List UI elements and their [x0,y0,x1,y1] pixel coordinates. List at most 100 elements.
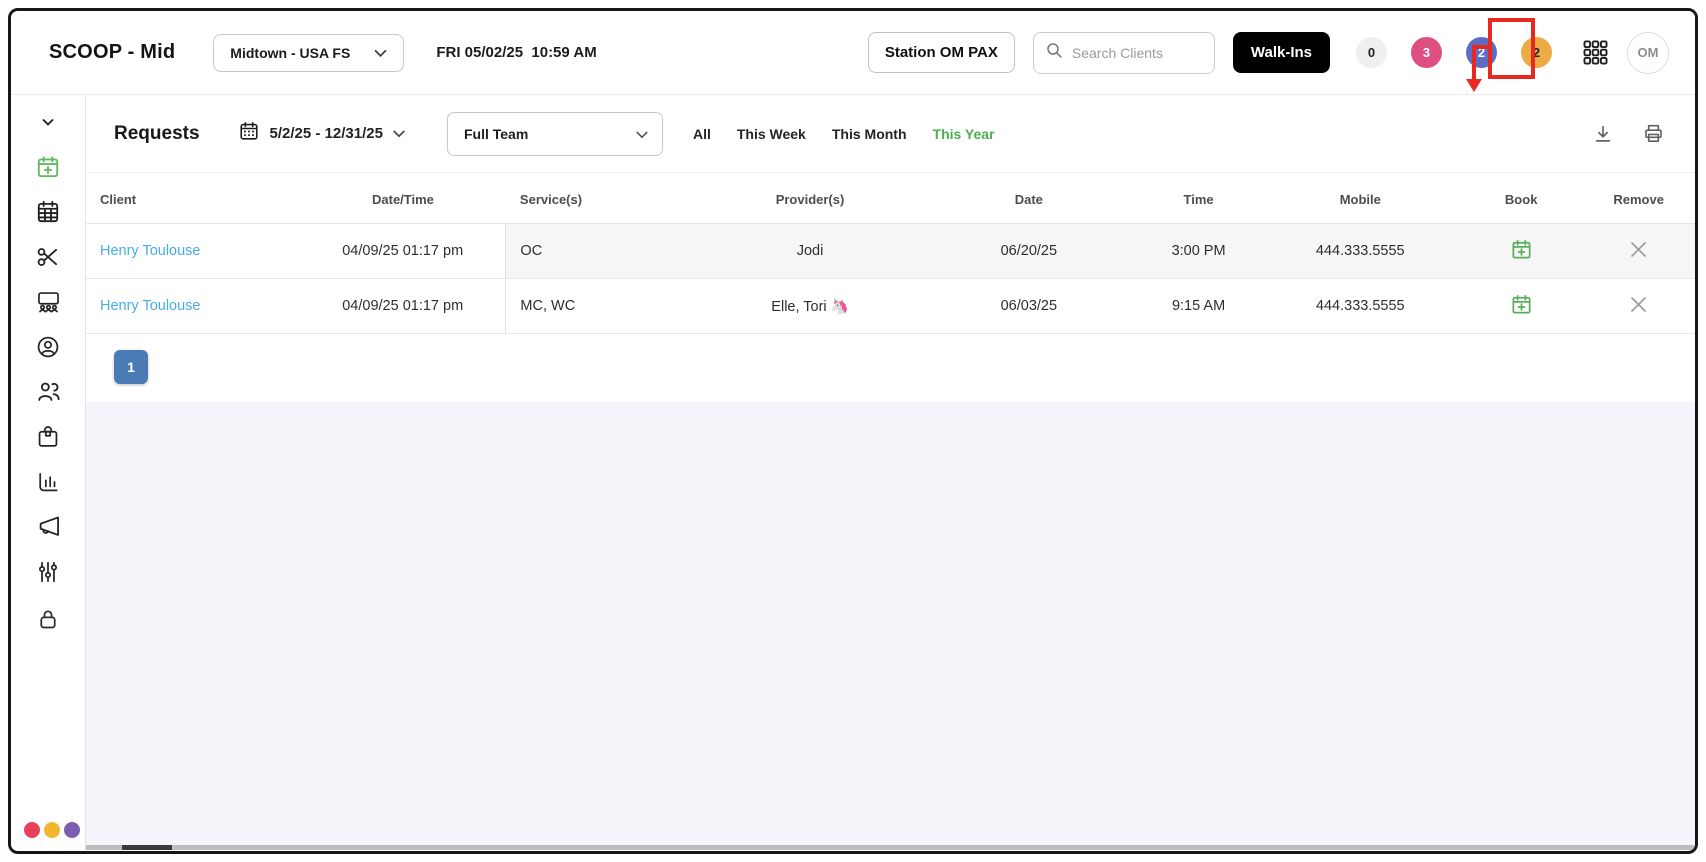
chevron-down-icon [374,45,387,61]
chevron-down-icon [36,110,60,134]
apps-grid-icon[interactable] [1582,39,1609,66]
table-row: Henry Toulouse 04/09/25 01:17 pm OC Jodi… [86,223,1695,279]
search-clients-input[interactable] [1071,44,1202,61]
sidebar-item-reports[interactable] [25,459,71,504]
column-time: Time [1183,192,1214,207]
top-bar: SCOOP - Mid Midtown - USA FS FRI 05/02/2… [11,11,1695,95]
request-services: OC [505,223,699,279]
request-time: 9:15 AM [1136,278,1261,334]
column-providers: Provider(s) [775,192,845,207]
request-providers: Elle, Tori 🦄 [699,278,922,334]
request-date: 06/20/25 [921,223,1137,279]
request-mobile: 444.333.5555 [1260,278,1461,334]
filter-this-month[interactable]: This Month [831,125,907,142]
sidebar-item-settings[interactable] [25,549,71,594]
badge-gray[interactable]: 0 [1356,37,1387,68]
table-header-row: Client Date/Time Service(s) Provider(s) … [86,173,1695,224]
app-window: SCOOP - Mid Midtown - USA FS FRI 05/02/2… [8,8,1698,854]
request-services: MC, WC [505,278,699,334]
sidebar-item-appointments-add[interactable] [25,144,71,189]
status-dots [24,822,80,838]
sidebar-nav [11,95,86,850]
column-client: Client [100,192,137,207]
sidebar-item-calendar[interactable] [25,189,71,234]
sliders-icon [35,559,61,585]
table-row: Henry Toulouse 04/09/25 01:17 pm MC, WC … [86,278,1695,334]
status-dot-yellow [44,822,60,838]
scrollbar-thumb[interactable] [122,845,172,850]
remove-request-button[interactable] [1629,240,1648,262]
pagination: 1 [86,334,1695,402]
sidebar-item-lock[interactable] [25,596,71,641]
remove-request-button[interactable] [1629,295,1648,317]
request-time: 3:00 PM [1136,223,1261,279]
filter-this-week[interactable]: This Week [736,125,806,142]
account-circle-icon [35,334,61,360]
client-search[interactable] [1032,31,1215,74]
badge-orange[interactable]: 2 [1521,37,1552,68]
team-filter-select[interactable]: Full Team [446,111,663,156]
status-dot-red [24,822,40,838]
requests-toolbar: Requests 5/2/25 - 12/31/25 [86,95,1695,173]
search-icon [1046,42,1063,64]
chevron-down-icon [636,126,648,142]
sidebar-item-marketing[interactable] [25,504,71,549]
request-mobile: 444.333.5555 [1260,223,1461,279]
status-dot-purple [64,822,80,838]
badge-pink[interactable]: 3 [1411,37,1442,68]
products-bag-icon [35,424,61,450]
reports-chart-icon [35,469,61,495]
sidebar-item-team[interactable] [25,369,71,414]
book-appointment-button[interactable] [1510,293,1533,319]
client-link[interactable]: Henry Toulouse [100,243,201,259]
request-datetime: 04/09/25 01:17 pm [299,278,506,334]
user-avatar[interactable]: OM [1627,31,1669,74]
sidebar-item-products[interactable] [25,414,71,459]
topbar-right-group: Station OM PAX Walk-Ins 0 3 2 2 [867,31,1669,74]
filter-all[interactable]: All [692,125,711,142]
classroom-icon [35,288,62,315]
walk-ins-button[interactable]: Walk-Ins [1232,32,1330,73]
current-datetime: FRI 05/02/25 10:59 AM [436,44,597,61]
main-content: Requests 5/2/25 - 12/31/25 [86,95,1695,850]
notification-badges: 0 3 2 2 [1356,37,1552,68]
team-icon [35,378,62,405]
close-icon [1629,240,1648,262]
filter-this-year[interactable]: This Year [932,125,995,142]
app-body: Requests 5/2/25 - 12/31/25 [11,95,1695,850]
calendar-grid-icon [35,199,61,225]
request-providers: Jodi [699,223,922,279]
page-title: Requests [114,122,200,144]
horizontal-scrollbar[interactable] [86,845,1695,850]
calendar-plus-icon [35,154,61,180]
print-icon[interactable] [1642,122,1665,145]
close-icon [1629,295,1648,317]
column-datetime: Date/Time [372,192,434,207]
request-date: 06/03/25 [921,278,1137,334]
column-date: Date [1014,192,1043,207]
lock-icon [35,606,61,632]
date-range-picker[interactable]: 5/2/25 - 12/31/25 [238,120,405,147]
sidebar-collapse[interactable] [25,99,71,144]
sidebar-item-services[interactable] [25,234,71,279]
team-filter-value: Full Team [463,125,529,142]
book-appointment-button[interactable] [1510,238,1533,264]
requests-panel: Requests 5/2/25 - 12/31/25 [86,95,1695,402]
page-1-button[interactable]: 1 [114,350,148,384]
station-button[interactable]: Station OM PAX [867,32,1015,73]
location-selector-label: Midtown - USA FS [230,44,351,61]
requests-table: Client Date/Time Service(s) Provider(s) … [86,173,1695,334]
calendar-plus-icon [1510,293,1533,319]
location-selector[interactable]: Midtown - USA FS [213,33,405,72]
date-range-label: 5/2/25 - 12/31/25 [269,125,383,142]
quick-filters: All This Week This Month This Year [693,126,995,142]
sidebar-item-classes[interactable] [25,279,71,324]
client-link[interactable]: Henry Toulouse [100,298,201,314]
request-datetime: 04/09/25 01:17 pm [299,223,506,279]
sidebar-item-account[interactable] [25,324,71,369]
column-remove: Remove [1613,192,1664,207]
download-icon[interactable] [1592,123,1614,145]
column-mobile: Mobile [1339,192,1381,207]
badge-blue[interactable]: 2 [1466,37,1497,68]
